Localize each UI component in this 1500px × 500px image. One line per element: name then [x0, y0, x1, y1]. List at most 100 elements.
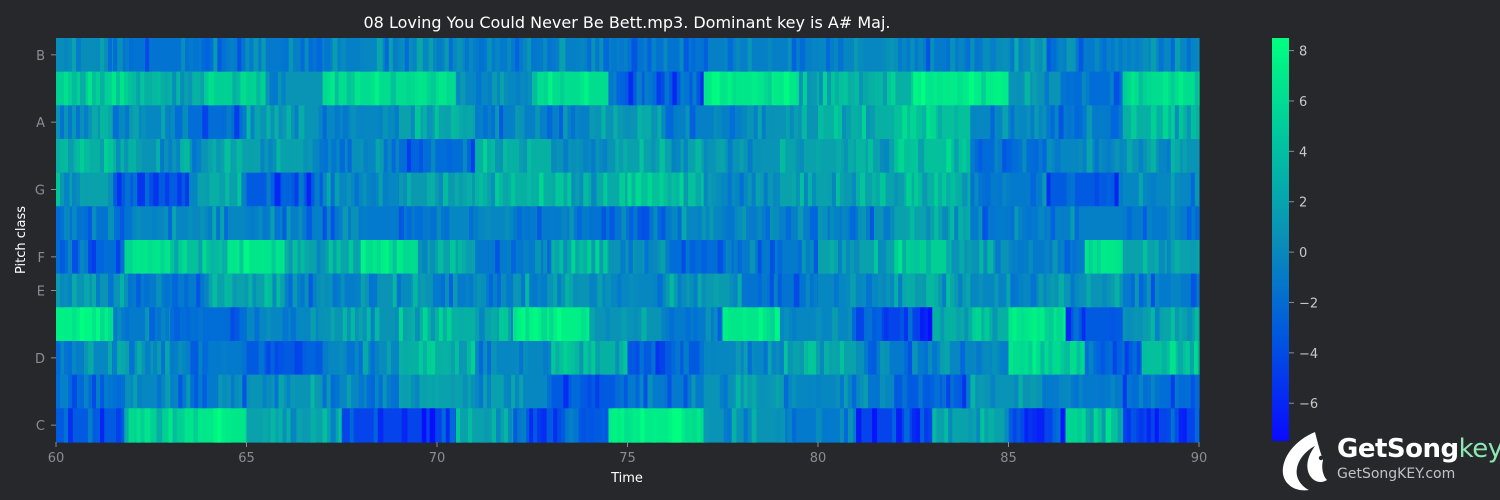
- heatmap-texture-stripe: [330, 408, 336, 443]
- heatmap-texture-stripe: [910, 206, 915, 241]
- heatmap-texture-stripe: [717, 307, 723, 342]
- heatmap-texture-stripe: [232, 71, 237, 106]
- heatmap-texture-stripe: [400, 273, 407, 308]
- heatmap-texture-stripe: [382, 105, 389, 140]
- heatmap-texture-stripe: [1018, 374, 1023, 409]
- heatmap-texture-stripe: [926, 38, 933, 73]
- heatmap-texture-stripe: [605, 307, 610, 342]
- heatmap-texture-stripe: [125, 374, 131, 409]
- heatmap-texture-stripe: [137, 374, 142, 409]
- heatmap-texture-stripe: [491, 139, 496, 174]
- heatmap-texture-stripe: [779, 139, 786, 174]
- heatmap-texture-stripe: [72, 206, 77, 241]
- heatmap-texture-stripe: [984, 307, 990, 342]
- heatmap-cell: [589, 307, 667, 342]
- heatmap-texture-stripe: [906, 206, 912, 241]
- heatmap-texture-stripe: [84, 374, 89, 409]
- bird-icon: [1282, 432, 1327, 491]
- heatmap-texture-stripe: [1130, 307, 1135, 342]
- heatmap-texture-stripe: [695, 374, 701, 409]
- heatmap-texture-stripe: [925, 71, 932, 106]
- heatmap-texture-stripe: [436, 38, 443, 73]
- heatmap-texture-stripe: [1094, 139, 1101, 174]
- heatmap-texture-stripe: [470, 341, 476, 376]
- heatmap-texture-stripe: [741, 105, 748, 140]
- heatmap-texture-stripe: [377, 408, 384, 443]
- heatmap-texture-stripe: [1076, 341, 1082, 376]
- heatmap-cell: [818, 105, 895, 140]
- getsongkey-logo: GetSongkey GetSongKEY.com: [1275, 428, 1500, 496]
- heatmap-texture-stripe: [339, 139, 345, 174]
- heatmap-texture-stripe: [766, 307, 773, 342]
- heatmap-texture-stripe: [1146, 408, 1151, 443]
- heatmap-texture-stripe: [1190, 172, 1196, 207]
- heatmap-texture-stripe: [366, 307, 371, 342]
- heatmap-texture-stripe: [1121, 71, 1123, 106]
- heatmap-texture-stripe: [475, 307, 480, 342]
- heatmap-texture-stripe: [306, 172, 312, 207]
- heatmap-texture-stripe: [721, 307, 723, 342]
- heatmap-texture-stripe: [533, 307, 539, 342]
- heatmap-texture-stripe: [683, 139, 688, 174]
- heatmap-texture-stripe: [773, 206, 779, 241]
- heatmap-texture-stripe: [863, 374, 870, 409]
- heatmap-texture-stripe: [370, 71, 377, 106]
- heatmap-texture-stripe: [492, 71, 498, 106]
- heatmap-texture-stripe: [383, 139, 389, 174]
- heatmap-texture-stripe: [1166, 408, 1173, 443]
- heatmap-texture-stripe: [192, 139, 198, 174]
- heatmap-texture-stripe: [226, 374, 232, 409]
- heatmap-texture-stripe: [982, 139, 988, 174]
- heatmap-texture-stripe: [64, 206, 70, 241]
- heatmap-texture-stripe: [747, 408, 754, 443]
- heatmap-texture-stripe: [583, 139, 589, 174]
- heatmap-texture-stripe: [422, 105, 429, 140]
- heatmap-texture-stripe: [910, 273, 916, 308]
- heatmap-texture-stripe: [519, 139, 524, 174]
- heatmap-texture-stripe: [854, 240, 860, 275]
- heatmap-texture-stripe: [1024, 240, 1031, 275]
- heatmap-texture-stripe: [713, 105, 719, 140]
- heatmap-texture-stripe: [679, 38, 685, 73]
- heatmap-texture-stripe: [1117, 408, 1123, 443]
- heatmap-texture-stripe: [515, 341, 521, 376]
- heatmap-texture-stripe: [979, 240, 985, 275]
- heatmap-texture-stripe: [913, 71, 919, 106]
- heatmap-texture-stripe: [141, 172, 146, 207]
- heatmap-texture-stripe: [727, 408, 734, 443]
- heatmap-texture-stripe: [516, 71, 522, 106]
- heatmap-texture-stripe: [1064, 240, 1071, 275]
- heatmap-texture-stripe: [918, 273, 923, 308]
- heatmap-texture-stripe: [1006, 206, 1012, 241]
- heatmap-texture-stripe: [1106, 139, 1112, 174]
- heatmap-texture-stripe: [731, 71, 737, 106]
- heatmap-texture-stripe: [429, 408, 436, 443]
- heatmap-texture-stripe: [378, 105, 385, 140]
- heatmap-texture-stripe: [584, 71, 589, 106]
- heatmap-texture-stripe: [1162, 105, 1169, 140]
- heatmap-texture-stripe: [190, 374, 195, 409]
- heatmap-texture-stripe: [954, 273, 959, 308]
- heatmap-texture-stripe: [978, 139, 985, 174]
- heatmap-texture-stripe: [240, 71, 247, 106]
- heatmap-texture-stripe: [1056, 307, 1063, 342]
- heatmap-texture-stripe: [430, 139, 436, 174]
- heatmap-texture-stripe: [476, 71, 482, 106]
- heatmap-texture-stripe: [449, 273, 455, 308]
- heatmap-texture-stripe: [882, 71, 889, 106]
- heatmap-texture-stripe: [238, 374, 244, 409]
- heatmap-texture-stripe: [870, 105, 876, 140]
- heatmap-texture-stripe: [876, 307, 882, 342]
- heatmap-texture-stripe: [988, 408, 995, 443]
- heatmap-texture-stripe: [1082, 374, 1088, 409]
- heatmap-texture-stripe: [475, 172, 480, 207]
- heatmap-texture-stripe: [851, 307, 857, 342]
- heatmap-texture-stripe: [496, 408, 501, 443]
- heatmap-texture-stripe: [462, 307, 468, 342]
- heatmap-texture-stripe: [974, 206, 980, 241]
- heatmap-texture-stripe: [1069, 71, 1074, 106]
- heatmap-texture-stripe: [390, 374, 396, 409]
- heatmap-texture-stripe: [1146, 374, 1151, 409]
- heatmap-texture-stripe: [282, 206, 288, 241]
- heatmap-texture-stripe: [701, 240, 707, 275]
